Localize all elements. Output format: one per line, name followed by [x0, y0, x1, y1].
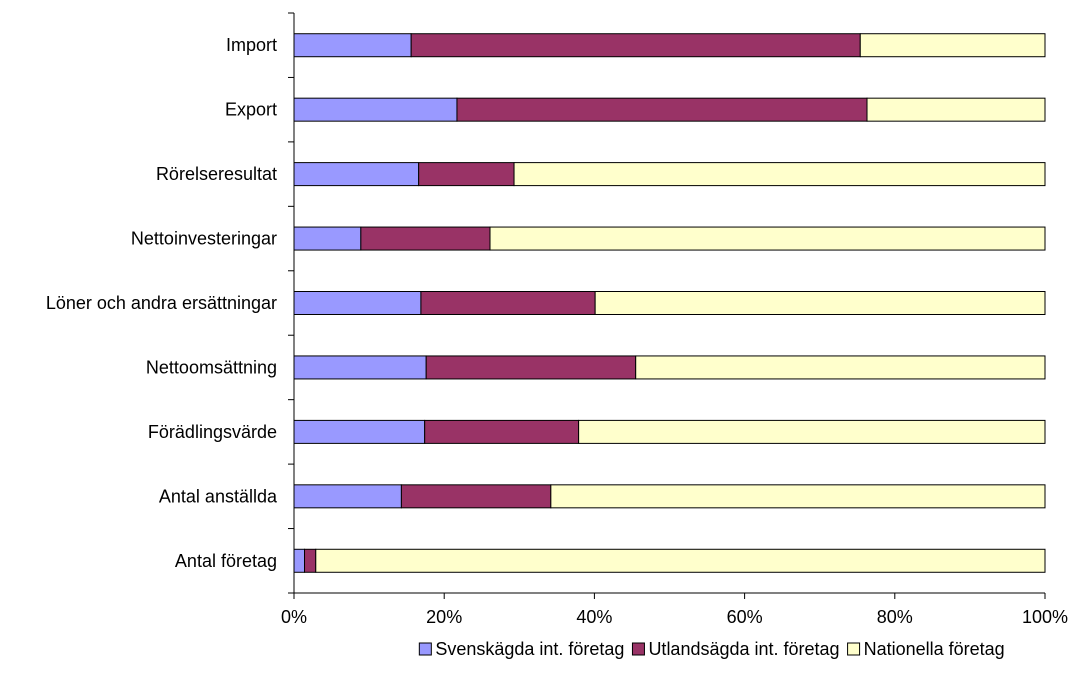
legend-label: Nationella företag — [864, 639, 1005, 659]
bar-segment-2-series-3 — [866, 97, 1046, 122]
bar-segment-6-series-2 — [425, 355, 637, 380]
bar-segment-6-series-3 — [635, 355, 1046, 380]
bar-segment-4-series-3 — [489, 226, 1046, 251]
category-label: Export — [225, 100, 277, 120]
category-label: Nettoinvesteringar — [131, 229, 277, 249]
bar-segment-8-series-3 — [550, 484, 1046, 509]
x-tick-label: 60% — [727, 607, 763, 627]
legend-item-1: Svenskägda int. företag — [418, 639, 624, 659]
bar-segment-4-series-2 — [360, 226, 491, 251]
bar-segment-5-series-3 — [594, 291, 1046, 315]
bar-segment-7-series-3 — [578, 419, 1046, 444]
x-tick-label: 100% — [1022, 607, 1068, 627]
legend: Svenskägda int. företag Utlandsägda int. … — [418, 639, 1005, 659]
category-label: Löner och andra ersättningar — [46, 293, 277, 313]
bar-segment-1-series-2 — [410, 33, 861, 58]
bar-segment-5-series-2 — [420, 291, 596, 315]
category-label: Import — [226, 35, 277, 55]
x-tick-label: 20% — [426, 607, 462, 627]
category-label: Förädlingsvärde — [148, 422, 277, 442]
bar-segment-9-series-2 — [304, 548, 317, 573]
bar-segment-7-series-1 — [293, 419, 426, 444]
bar-segment-2-series-2 — [456, 97, 868, 122]
legend-swatch — [847, 642, 861, 656]
bar-segment-9-series-3 — [315, 548, 1046, 573]
bar-segment-1-series-3 — [859, 33, 1046, 58]
bar-segment-4-series-1 — [293, 226, 362, 251]
bar-segment-3-series-2 — [418, 162, 515, 187]
x-tick-label: 0% — [281, 607, 307, 627]
category-labels: Import Export Rörelseresultat Nettoinvester… — [46, 35, 278, 571]
category-label: Antal anställda — [159, 486, 278, 506]
bar-segment-3-series-1 — [293, 162, 420, 187]
bar-segment-7-series-2 — [424, 419, 580, 444]
x-tick-label: 40% — [576, 607, 612, 627]
category-label: Rörelseresultat — [156, 164, 277, 184]
category-label: Antal företag — [175, 551, 277, 571]
legend-item-2: Utlandsägda int. företag — [631, 639, 840, 659]
bar-segment-8-series-1 — [293, 484, 402, 509]
legend-item-3: Nationella företag — [847, 639, 1005, 659]
legend-label: Svenskägda int. företag — [435, 639, 624, 659]
legend-label: Utlandsägda int. företag — [648, 639, 839, 659]
bar-segment-3-series-3 — [513, 162, 1046, 187]
x-tick-label: 80% — [877, 607, 913, 627]
bar-segment-9-series-1 — [293, 548, 306, 573]
bar-segment-8-series-2 — [400, 484, 552, 509]
category-label: Nettoomsättning — [146, 357, 277, 377]
bar-segment-5-series-1 — [293, 291, 422, 315]
legend-swatch — [631, 642, 645, 656]
bar-segment-1-series-1 — [293, 33, 412, 58]
x-axis-tick-labels: 0% 20% 40% 60% 80% 100% — [281, 607, 1068, 627]
bar-segment-2-series-1 — [293, 97, 458, 122]
bar-segment-6-series-1 — [293, 355, 427, 380]
plot-area — [288, 12, 1046, 599]
legend-swatch — [418, 642, 432, 656]
